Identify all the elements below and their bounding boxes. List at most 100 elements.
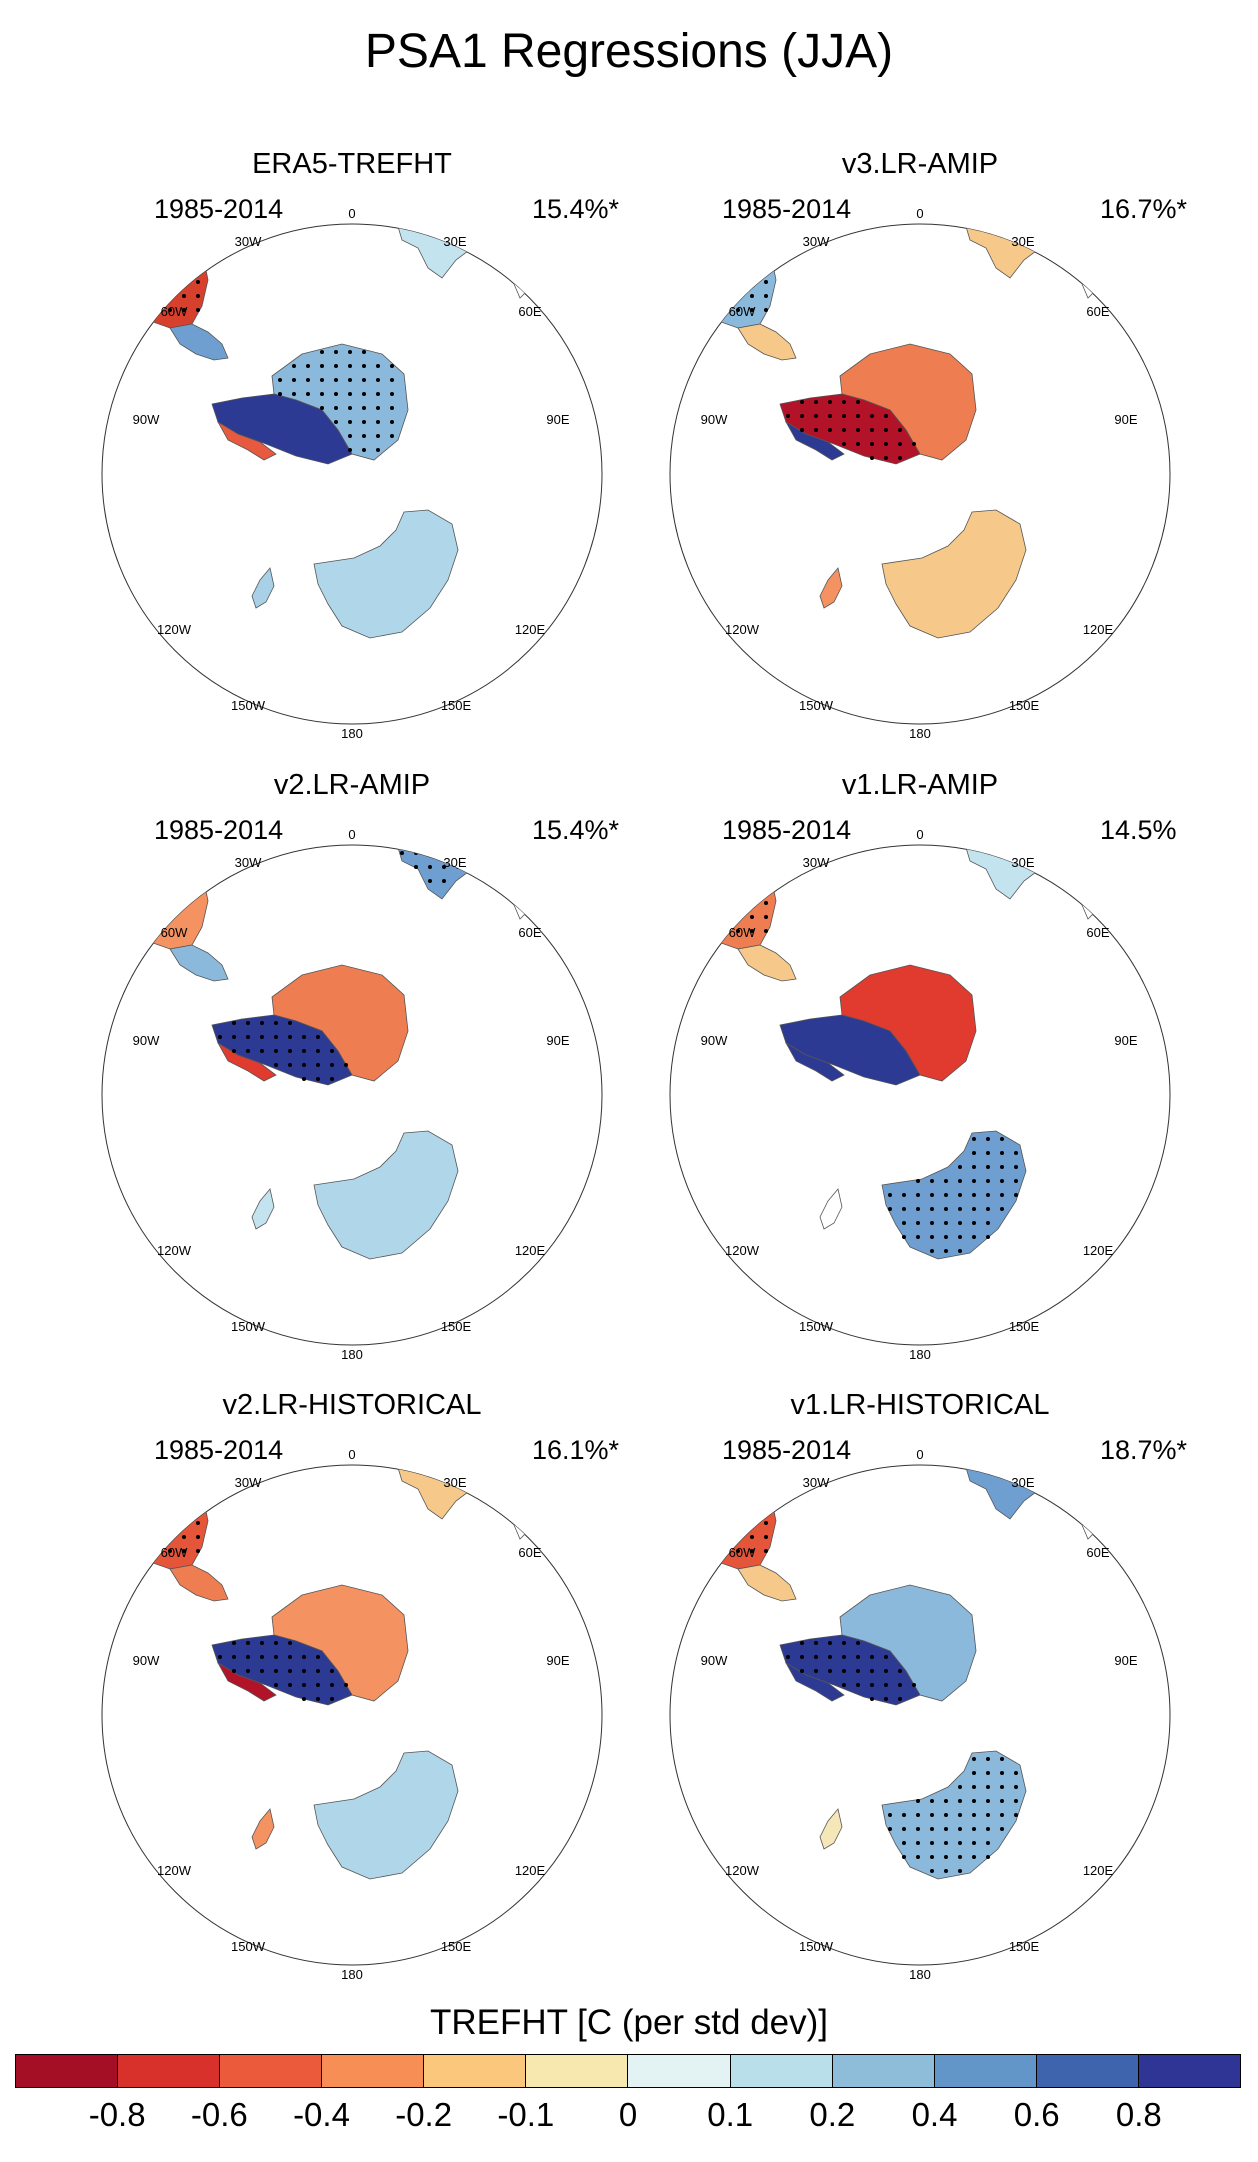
stipple-dot (856, 1655, 860, 1659)
stipple-dot (154, 308, 158, 312)
map-boundary-circle (669, 844, 1171, 1346)
stipple-dot (884, 428, 888, 432)
stipple-dot (1014, 1193, 1018, 1197)
longitude-label: 90W (701, 1033, 728, 1048)
stipple-dot (348, 364, 352, 368)
stipple-dot (902, 1235, 906, 1239)
colorbar-tick-label: -0.2 (395, 2096, 453, 2133)
stipple-dot (302, 1035, 306, 1039)
stipple-dot (320, 406, 324, 410)
stipple-dot (182, 252, 186, 256)
stipple-dot (800, 400, 804, 404)
stipple-dot (944, 1179, 948, 1183)
stipple-dot (126, 308, 130, 312)
longitude-label: 0 (916, 1447, 923, 1462)
stipple-dot (828, 414, 832, 418)
region-peninsula (784, 1041, 845, 1082)
longitude-label: 30E (443, 234, 466, 249)
stipple-dot (246, 1669, 250, 1673)
stipple-dot (330, 1669, 334, 1673)
map-panel-v2-amip: v2.LR-AMIP 1985-2014 15.4%* 0 30E 60E 90E 12… (52, 769, 652, 1369)
longitude-label: 30E (443, 855, 466, 870)
stipple-dot (320, 364, 324, 368)
polar-map: 0 30E 60E 90E 120E 150E 180 150W 120W 90W 60W 30W (669, 206, 1171, 741)
stipple-dot (484, 851, 488, 855)
stipple-dot (736, 887, 740, 891)
stipple-dot (292, 392, 296, 396)
stipple-dot (972, 1137, 976, 1141)
stipple-dot (334, 378, 338, 382)
stipple-dot (196, 1549, 200, 1553)
stipple-dot (278, 378, 282, 382)
panel-title: v1.LR-AMIP (841, 769, 999, 801)
longitude-label: 150W (799, 1319, 834, 1334)
stipple-dot (694, 1507, 698, 1511)
stipple-dot (884, 1655, 888, 1659)
stipple-dot (306, 392, 310, 396)
longitude-label: 30W (803, 855, 830, 870)
stipple-dot (986, 1799, 990, 1803)
stipple-dot (428, 823, 432, 827)
stipple-dot (856, 1669, 860, 1673)
map-panel-v1-historical: v1.LR-HISTORICAL 1985-2014 18.7%* 0 30E 60… (620, 1389, 1220, 1989)
stipple-dot (870, 428, 874, 432)
stipple-dot (736, 1549, 740, 1553)
longitude-label: 150W (799, 1939, 834, 1954)
stipple-dot (958, 1855, 962, 1859)
colorbar-swatch (322, 2055, 425, 2087)
longitude-label: 30W (235, 1475, 262, 1490)
stipple-dot (456, 823, 460, 827)
stipple-dot (182, 1507, 186, 1511)
stipple-dot (708, 901, 712, 905)
stipple-dot (986, 1151, 990, 1155)
stipple-dot (680, 1521, 684, 1525)
stipple-dot (828, 1655, 832, 1659)
stipple-dot (884, 456, 888, 460)
stipple-dot (856, 428, 860, 432)
colorbar-tick-label: 0.4 (911, 2096, 958, 2133)
stipple-dot (1000, 1137, 1004, 1141)
stipple-dot (912, 442, 916, 446)
stipple-dot (316, 1683, 320, 1687)
stipple-dot (902, 1193, 906, 1197)
region-south_america (102, 231, 209, 329)
stipple-dot (456, 837, 460, 841)
stipple-dot (428, 865, 432, 869)
stipple-dot (1000, 1799, 1004, 1803)
colorbar-swatch (424, 2055, 527, 2087)
stipple-dot (944, 1193, 948, 1197)
stipple-dot (112, 280, 116, 284)
stipple-dot (888, 1193, 892, 1197)
stipple-dot (722, 1493, 726, 1497)
stipple-dot (764, 1549, 768, 1553)
stipple-dot (484, 837, 488, 841)
stipple-dot (694, 1521, 698, 1525)
stipple-dot (168, 1521, 172, 1525)
stipple-dot (736, 280, 740, 284)
stipple-dot (750, 238, 754, 242)
stipple-dot (944, 1799, 948, 1803)
stipple-dot (168, 238, 172, 242)
stipple-dot (330, 1077, 334, 1081)
stipple-dot (1000, 1151, 1004, 1155)
stipple-dot (316, 1063, 320, 1067)
panel-title: ERA5-TREFHT (252, 148, 452, 180)
stipple-dot (842, 1641, 846, 1645)
stipple-dot (736, 859, 740, 863)
panel-title: v2.LR-HISTORICAL (222, 1389, 482, 1421)
stipple-dot (320, 392, 324, 396)
longitude-label: 30W (803, 1475, 830, 1490)
stipple-dot (972, 1757, 976, 1761)
stipple-dot (884, 1683, 888, 1687)
stipple-dot (470, 823, 474, 827)
stipple-dot (870, 456, 874, 460)
stipple-dot (390, 406, 394, 410)
stipple-dot (986, 1221, 990, 1225)
stipple-dot (1000, 1179, 1004, 1183)
stipple-dot (168, 294, 172, 298)
stipple-dot (274, 1049, 278, 1053)
stipple-dot (376, 406, 380, 410)
stipple-dot (168, 252, 172, 256)
stipple-dot (154, 266, 158, 270)
stipple-dot (362, 350, 366, 354)
